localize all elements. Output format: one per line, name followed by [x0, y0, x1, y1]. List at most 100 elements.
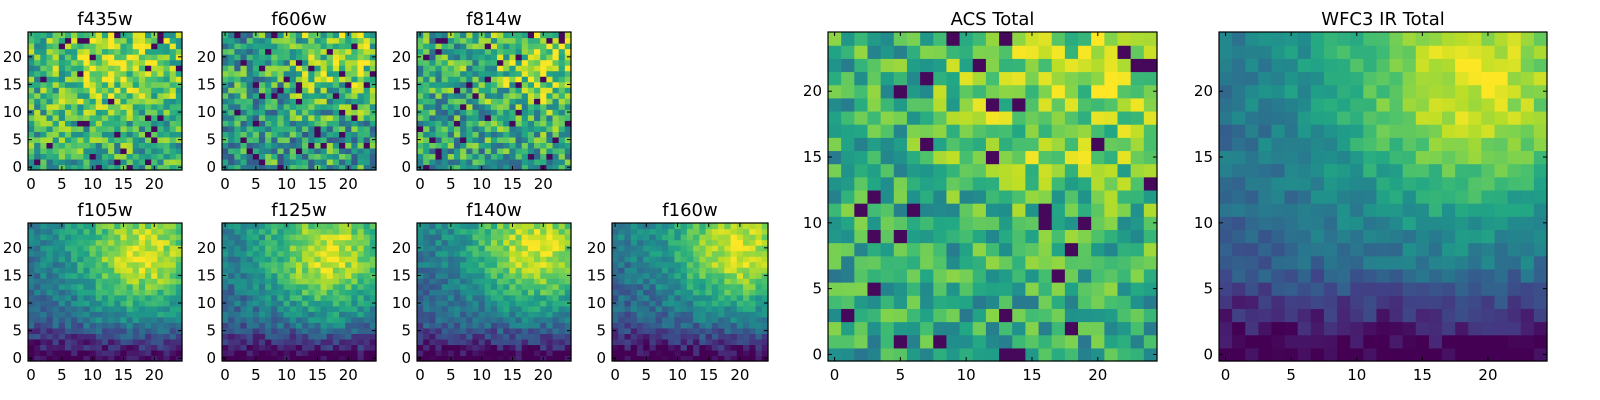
heatmap-cell	[441, 164, 449, 171]
heatmap-cell	[674, 316, 682, 323]
heatmap-cell	[34, 114, 41, 121]
heatmap-cell	[145, 81, 152, 88]
heatmap-cell	[71, 272, 78, 279]
heatmap-cell	[302, 125, 309, 132]
heatmap-cell	[351, 59, 359, 66]
heatmap-cell	[320, 136, 328, 143]
heatmap-cell	[332, 355, 340, 362]
heatmap-cell	[108, 76, 115, 83]
heatmap-cell	[326, 98, 334, 105]
heatmap-cell	[552, 245, 560, 252]
heatmap-cell	[472, 300, 480, 307]
heatmap-cell	[423, 245, 430, 252]
heatmap-cell	[89, 261, 97, 268]
heatmap-cell	[546, 267, 554, 274]
heatmap-cell	[95, 43, 103, 50]
heatmap-cell	[743, 223, 750, 230]
heatmap-cell	[89, 109, 97, 116]
heatmap-cell	[120, 136, 128, 143]
heatmap-cell	[490, 147, 498, 155]
heatmap-cell	[686, 316, 694, 323]
heatmap-cell	[163, 147, 171, 155]
heatmap-cell	[636, 223, 644, 230]
heatmap-cell	[661, 283, 669, 290]
heatmap-cell	[46, 136, 54, 143]
heatmap-cell	[649, 283, 657, 290]
heatmap-cell	[283, 103, 291, 110]
heatmap-cell	[277, 228, 285, 235]
heatmap-cell	[527, 136, 535, 143]
heatmap-cell	[558, 59, 566, 66]
heatmap-cell	[453, 355, 461, 362]
heatmap-cell	[157, 87, 165, 94]
heatmap-cell	[108, 70, 115, 77]
heatmap-cell	[58, 228, 66, 235]
heatmap-cell	[460, 272, 467, 279]
heatmap-cell	[472, 228, 480, 235]
heatmap-cell	[283, 294, 291, 301]
heatmap-cell	[435, 322, 443, 329]
heatmap-cell	[509, 142, 517, 149]
heatmap-cell	[138, 278, 146, 285]
heatmap-cell	[252, 333, 260, 340]
heatmap-cell	[283, 114, 291, 121]
heatmap-cell	[612, 278, 619, 285]
heatmap-cell	[466, 37, 474, 44]
heatmap-cell	[234, 327, 242, 334]
heatmap-cell	[222, 349, 229, 357]
heatmap-cell	[95, 76, 103, 83]
heatmap-cell	[332, 37, 340, 44]
heatmap-cell	[302, 316, 309, 323]
heatmap-cell	[240, 289, 248, 296]
heatmap-cell	[34, 261, 41, 268]
heatmap-cell	[661, 245, 669, 252]
heatmap-cell	[730, 327, 738, 334]
heatmap-cell	[761, 256, 769, 263]
heatmap-cell	[34, 109, 41, 116]
heatmap-cell	[40, 120, 48, 127]
heatmap-cell	[985, 282, 1000, 296]
heatmap-cell	[101, 147, 109, 155]
heatmap-cell	[472, 164, 480, 171]
heatmap-cell	[34, 81, 41, 88]
heatmap-cell	[1078, 203, 1092, 217]
heatmap-cell	[283, 37, 291, 44]
y-tick-label: 20	[3, 48, 22, 66]
heatmap-cell	[711, 338, 719, 346]
heatmap-cell	[699, 338, 707, 346]
heatmap-cell	[478, 344, 486, 351]
heatmap-cell	[308, 228, 315, 235]
heatmap-cell	[999, 268, 1013, 283]
heatmap-cell	[484, 338, 492, 346]
heatmap-cell	[108, 81, 115, 88]
heatmap-cell	[749, 228, 757, 235]
heatmap-cell	[429, 239, 437, 246]
heatmap-cell	[157, 92, 165, 99]
heatmap-cell	[145, 114, 152, 121]
heatmap-cell	[478, 234, 486, 241]
heatmap-cell	[71, 147, 78, 155]
heatmap-cell	[58, 234, 66, 241]
heatmap-cell	[1117, 268, 1132, 283]
heatmap-cell	[423, 322, 430, 329]
heatmap-cell	[558, 131, 566, 138]
heatmap-cell	[308, 289, 315, 296]
heatmap-cell	[339, 228, 346, 235]
heatmap-cell	[277, 114, 285, 121]
heatmap-cell	[478, 338, 486, 346]
panel-title: f606w	[271, 9, 326, 30]
heatmap-cell	[749, 305, 757, 312]
heatmap-cell	[120, 261, 128, 268]
heatmap-cell	[228, 234, 235, 241]
heatmap-cell	[138, 272, 146, 279]
heatmap-cell	[552, 344, 560, 351]
heatmap-cell	[77, 311, 85, 318]
heatmap-cell	[289, 349, 297, 357]
heatmap-cell	[357, 153, 365, 160]
heatmap-cell	[277, 59, 285, 66]
heatmap-cell	[345, 338, 352, 346]
heatmap-cell	[126, 87, 134, 94]
heatmap-cell	[228, 300, 235, 307]
heatmap-cell	[693, 234, 700, 241]
heatmap-cell	[40, 267, 48, 274]
